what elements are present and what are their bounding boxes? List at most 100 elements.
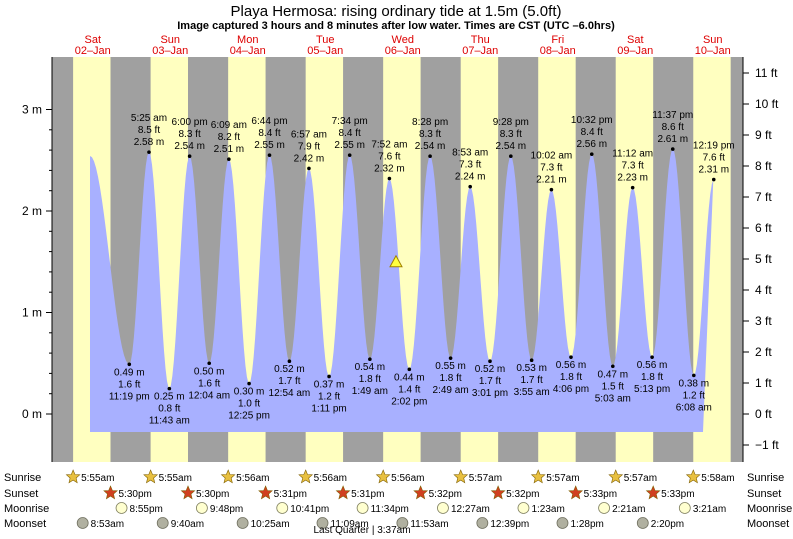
sunrise-time: 5:55am <box>159 473 192 484</box>
high-ft-label: 7.6 ft <box>378 152 400 163</box>
sunrise-icon <box>375 469 391 484</box>
low-m-label: 0.54 m <box>355 362 386 373</box>
day-date: 03–Jan <box>152 45 188 57</box>
high-m-label: 2.61 m <box>657 134 688 145</box>
extreme-point <box>692 373 696 378</box>
high-m-label: 2.58 m <box>134 137 165 148</box>
astro-table: Sunrise Sunrise Sunset Sunset Moonrise Moonri… <box>4 469 792 530</box>
high-ft-label: 8.4 ft <box>581 127 603 138</box>
high-ft-label: 7.3 ft <box>540 163 562 174</box>
right-tick-label: 5 ft <box>755 252 772 266</box>
day-of-week: Mon <box>237 34 258 46</box>
low-time-label: 12:54 am <box>269 388 311 399</box>
low-time-label: 3:01 pm <box>472 388 508 399</box>
right-tick-label: 9 ft <box>755 128 772 142</box>
moonset-time: 9:40am <box>171 519 204 530</box>
axes: 0 m 1 m 2 m 3 m −1 ft 0 ft 1 ft 2 ft 3 ft 4 ft 5 f… <box>22 57 779 462</box>
high-ft-label: 7.3 ft <box>622 161 644 172</box>
high-ft-label: 8.2 ft <box>218 132 240 143</box>
low-time-label: 5:13 pm <box>634 384 670 395</box>
sunset-icon <box>568 485 584 500</box>
sunrise-time: 5:57am <box>546 473 579 484</box>
moonset-time: 2:20pm <box>651 519 684 530</box>
high-ft-label: 8.3 ft <box>179 129 201 140</box>
low-time-label: 4:06 pm <box>553 384 589 395</box>
sunrise-icon <box>530 469 546 484</box>
high-m-label: 2.54 m <box>496 141 527 152</box>
right-tick-label: −1 ft <box>755 438 779 452</box>
extreme-point <box>147 150 151 154</box>
sunset-time: 5:31pm <box>274 489 307 500</box>
day-of-week: Sun <box>160 34 180 46</box>
low-m-label: 0.50 m <box>194 366 225 377</box>
moonrise-icon <box>437 502 449 514</box>
astro-row-label-left: Sunrise <box>4 472 41 484</box>
tide-curve <box>90 149 714 432</box>
day-headers: Sat02–JanSun03–JanMon04–JanTue05–JanWed0… <box>75 34 731 57</box>
extreme-point <box>267 153 272 157</box>
left-tick-label: 3 m <box>22 103 42 117</box>
low-m-label: 0.56 m <box>637 360 668 371</box>
high-time-label: 10:32 pm <box>571 115 613 126</box>
astro-row-label-left: Moonset <box>4 518 46 530</box>
sunset-icon <box>258 485 273 500</box>
high-time-label: 11:37 pm <box>652 110 693 121</box>
day-of-week: Thu <box>471 34 490 46</box>
right-tick-label: 0 ft <box>755 407 772 421</box>
low-m-label: 0.55 m <box>435 361 466 372</box>
high-time-label: 9:28 pm <box>493 117 529 128</box>
extreme-point <box>127 362 132 367</box>
low-ft-label: 1.0 ft <box>238 399 260 410</box>
extreme-point <box>428 154 432 158</box>
low-ft-label: 1.8 ft <box>641 372 663 383</box>
moonrise-time: 12:27am <box>451 504 490 515</box>
low-m-label: 0.47 m <box>598 369 629 380</box>
low-ft-label: 1.8 ft <box>359 374 381 385</box>
moonrise-icon <box>598 502 610 514</box>
extreme-point <box>287 359 292 364</box>
sunset-time: 5:33pm <box>584 489 617 500</box>
day-date: 07–Jan <box>462 45 498 57</box>
left-tick-label: 1 m <box>22 306 42 320</box>
left-tick-label: 2 m <box>22 204 42 218</box>
sunset-time: 5:30pm <box>119 489 152 500</box>
low-time-label: 11:19 pm <box>109 391 150 402</box>
chart-title: Playa Hermosa: rising ordinary tide at 1… <box>231 3 562 20</box>
moon-phase-label: Last Quarter | 3:37am <box>313 525 410 536</box>
extreme-point <box>670 147 675 151</box>
high-ft-label: 8.5 ft <box>138 125 160 136</box>
low-ft-label: 1.4 ft <box>398 384 420 395</box>
extreme-point <box>611 364 615 369</box>
sunrise-time: 5:58am <box>701 473 734 484</box>
low-m-label: 0.44 m <box>394 372 425 383</box>
left-tick-label: 0 m <box>22 407 42 421</box>
astro-row-label-right: Sunrise <box>747 472 784 484</box>
sunrise-time: 5:57am <box>469 473 502 484</box>
low-time-label: 1:11 pm <box>311 403 346 414</box>
sunset-icon <box>180 485 196 500</box>
low-m-label: 0.38 m <box>679 378 710 389</box>
high-time-label: 7:34 pm <box>332 116 368 127</box>
right-tick-label: 3 ft <box>755 314 772 328</box>
day-of-week: Fri <box>551 34 564 46</box>
high-time-label: 6:09 am <box>211 120 247 131</box>
high-m-label: 2.55 m <box>334 140 365 151</box>
high-ft-label: 7.3 ft <box>459 160 481 171</box>
moonrise-icon <box>115 502 128 514</box>
high-m-label: 2.42 m <box>294 153 325 164</box>
moonset-time: 11:09am <box>331 519 369 530</box>
low-time-label: 2:49 am <box>433 385 469 396</box>
low-m-label: 0.30 m <box>234 387 265 398</box>
extreme-point <box>529 358 534 363</box>
sunrise-icon <box>608 469 624 484</box>
moonrise-time: 2:21am <box>612 504 645 515</box>
extreme-point <box>711 177 716 182</box>
high-ft-label: 7.6 ft <box>703 153 725 164</box>
moonrise-time: 1:23am <box>531 504 564 515</box>
right-tick-label: 1 ft <box>755 376 772 390</box>
low-ft-label: 1.8 ft <box>560 372 582 383</box>
extreme-point <box>569 355 573 359</box>
astro-row-label-right: Moonrise <box>747 503 792 515</box>
